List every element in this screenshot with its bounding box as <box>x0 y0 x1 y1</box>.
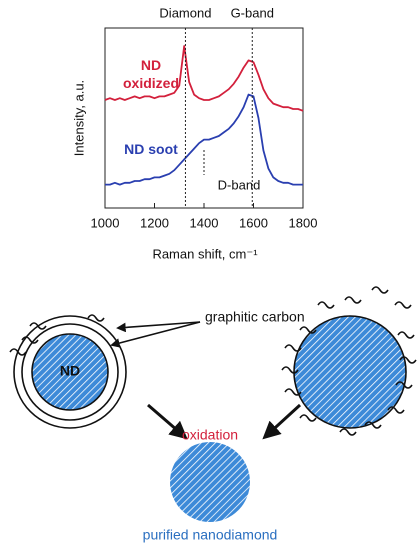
x-tick-label: 1000 <box>91 215 120 230</box>
x-axis-label: Raman shift, cm⁻¹ <box>152 246 258 261</box>
process-label: oxidation <box>182 427 238 443</box>
core-label: ND <box>60 363 80 379</box>
result-label: purified nanodiamond <box>143 527 278 543</box>
series-label: ND oxidized <box>120 56 182 92</box>
annotation: Diamond <box>159 5 211 20</box>
chart: Intensity, a.u. Raman shift, cm⁻¹ ND gra… <box>0 0 417 544</box>
figure: Intensity, a.u. Raman shift, cm⁻¹ ND gra… <box>0 0 417 544</box>
x-tick-label: 1600 <box>239 215 268 230</box>
series-label: ND soot <box>120 140 182 158</box>
annotation: G-band <box>231 5 274 20</box>
y-axis-label: Intensity, a.u. <box>71 80 86 156</box>
x-tick-label: 1400 <box>190 215 219 230</box>
x-tick-label: 1800 <box>289 215 318 230</box>
x-tick-label: 1200 <box>140 215 169 230</box>
shell-label: graphitic carbon <box>205 309 305 325</box>
annotation: D-band <box>218 177 261 192</box>
